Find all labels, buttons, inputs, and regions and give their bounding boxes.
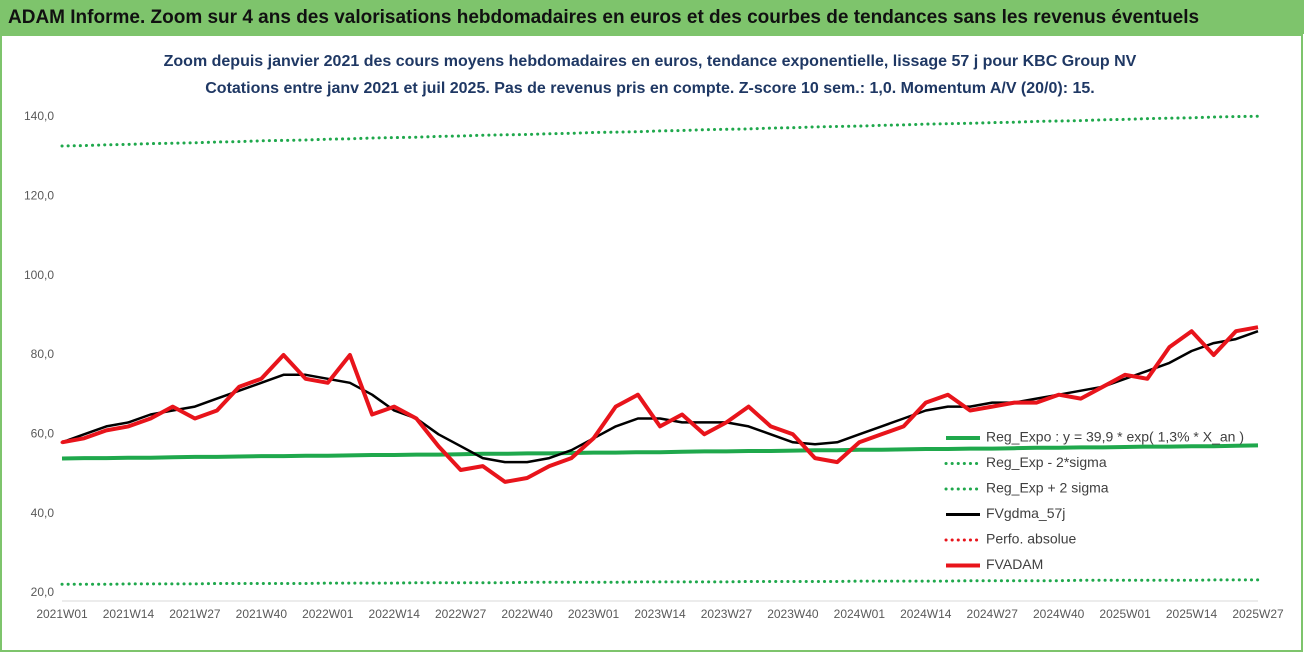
header-band bbox=[0, 0, 1304, 34]
y-tick-label: 100,0 bbox=[24, 268, 54, 282]
x-tick-label: 2025W14 bbox=[1166, 607, 1218, 621]
x-tick-label: 2022W40 bbox=[501, 607, 553, 621]
x-tick-label: 2024W27 bbox=[967, 607, 1019, 621]
x-tick-label: 2024W40 bbox=[1033, 607, 1085, 621]
series-line bbox=[61, 325, 1259, 484]
legend bbox=[940, 426, 1245, 576]
legend-label: Reg_Exp - 2*sigma bbox=[986, 454, 1107, 470]
series-line bbox=[60, 578, 1260, 586]
chart-subtitle: Cotations entre janv 2021 et juil 2025. … bbox=[205, 80, 1095, 97]
series-line bbox=[60, 114, 1260, 148]
series-line bbox=[61, 443, 1259, 461]
legend-label: Reg_Exp + 2 sigma bbox=[986, 480, 1109, 496]
x-tick-label: 2023W40 bbox=[767, 607, 819, 621]
y-tick-label: 20,0 bbox=[31, 585, 55, 599]
x-tick-label: 2025W27 bbox=[1232, 607, 1284, 621]
x-tick-label: 2022W01 bbox=[302, 607, 354, 621]
x-tick-label: 2024W01 bbox=[834, 607, 886, 621]
x-tick-label: 2022W27 bbox=[435, 607, 487, 621]
x-tick-label: 2023W01 bbox=[568, 607, 620, 621]
legend-label: FVADAM bbox=[986, 556, 1043, 572]
legend-label: Reg_Expo : y = 39,9 * exp( 1,3% * X_an ) bbox=[986, 429, 1244, 445]
y-tick-label: 60,0 bbox=[31, 427, 55, 441]
x-tick-label: 2023W14 bbox=[634, 607, 686, 621]
x-tick-label: 2021W27 bbox=[169, 607, 221, 621]
y-tick-label: 80,0 bbox=[31, 347, 55, 361]
legend-label: FVgdma_57j bbox=[986, 505, 1065, 521]
y-tick-label: 140,0 bbox=[24, 109, 54, 123]
chart-frame bbox=[0, 34, 1303, 652]
x-tick-label: 2021W40 bbox=[236, 607, 288, 621]
legend-label: Perfo. absolue bbox=[986, 531, 1076, 547]
y-tick-label: 120,0 bbox=[24, 189, 54, 203]
x-tick-label: 2021W14 bbox=[103, 607, 155, 621]
y-tick-label: 40,0 bbox=[31, 506, 55, 520]
x-tick-label: 2025W01 bbox=[1099, 607, 1151, 621]
x-tick-label: 2024W14 bbox=[900, 607, 952, 621]
chart-title: Zoom depuis janvier 2021 des cours moyen… bbox=[164, 53, 1137, 70]
x-tick-label: 2022W14 bbox=[369, 607, 421, 621]
header-title: ADAM Informe. Zoom sur 4 ans des valoris… bbox=[8, 7, 1199, 28]
x-tick-label: 2023W27 bbox=[701, 607, 753, 621]
x-tick-label: 2021W01 bbox=[36, 607, 88, 621]
